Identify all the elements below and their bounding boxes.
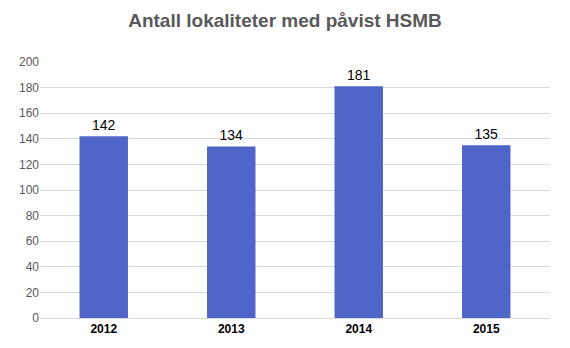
- svg-text:60: 60: [26, 234, 40, 248]
- svg-text:0: 0: [32, 311, 39, 325]
- svg-text:2014: 2014: [345, 322, 372, 336]
- svg-text:134: 134: [219, 127, 243, 143]
- svg-text:2012: 2012: [90, 322, 117, 336]
- svg-text:160: 160: [19, 106, 39, 120]
- svg-text:180: 180: [19, 81, 39, 95]
- svg-text:40: 40: [26, 260, 40, 274]
- svg-text:140: 140: [19, 132, 39, 146]
- svg-text:20: 20: [26, 286, 40, 300]
- svg-text:200: 200: [19, 55, 39, 69]
- svg-text:142: 142: [92, 117, 116, 133]
- svg-text:120: 120: [19, 158, 39, 172]
- svg-text:2013: 2013: [218, 322, 245, 336]
- svg-text:Antall lokaliteter med påvist: Antall lokaliteter med påvist HSMB: [128, 10, 442, 31]
- svg-text:181: 181: [347, 67, 371, 83]
- svg-text:2015: 2015: [473, 322, 500, 336]
- svg-text:100: 100: [19, 183, 39, 197]
- svg-text:135: 135: [474, 126, 498, 142]
- svg-text:80: 80: [26, 209, 40, 223]
